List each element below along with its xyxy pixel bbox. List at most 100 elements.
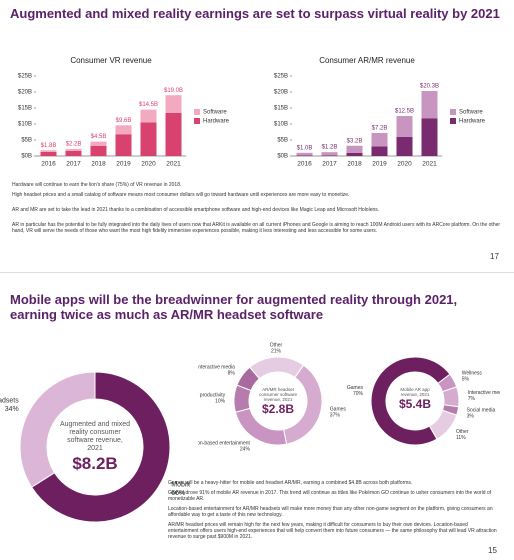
slice-label: Consumer productivity: [198, 392, 226, 398]
total-label: $4.5B: [91, 134, 107, 140]
bar-segment: [396, 116, 413, 137]
donut-slice: [30, 371, 171, 523]
y-tick-label: $10B: [18, 122, 32, 128]
x-tick-label: 2020: [141, 161, 156, 168]
x-tick-label: 2019: [116, 161, 131, 168]
chart-title: Consumer AR/MR revenue: [319, 56, 415, 65]
page-number: 15: [488, 546, 497, 555]
bar-segment: [40, 151, 57, 156]
slice-value: 3%: [467, 413, 475, 419]
total-label: $1.8B: [41, 143, 57, 149]
x-tick-label: 2020: [397, 161, 412, 168]
x-tick-label: 2021: [166, 161, 181, 168]
bar-segment: [90, 141, 107, 146]
bar-segment: [396, 136, 413, 156]
chart: Consumer AR/MR revenue $0B $5B $10B $15B $20B…: [262, 52, 506, 177]
slice-label: Games: [330, 407, 347, 413]
slice-label: Social media: [467, 407, 496, 413]
legend-label: Hardware: [203, 119, 230, 125]
chart-title: Consumer VR revenue: [70, 56, 152, 65]
bar-segment: [371, 146, 388, 156]
total-label: $12.5B: [395, 109, 414, 115]
center-title: Augmented and mixed reality consumer sof…: [59, 421, 131, 452]
slice-value: 5%: [462, 376, 470, 382]
y-tick-label: $25B: [274, 74, 288, 80]
y-tick-label: $10B: [274, 122, 288, 128]
bar-segment: [296, 155, 313, 156]
total-label: $7.2B: [372, 126, 388, 132]
slice-label: Games: [347, 385, 364, 391]
paragraph: Games drove 91% of mobile AR revenue in …: [168, 490, 492, 502]
slice-value: 34%: [5, 406, 19, 413]
slice-label: AR/MR headsets: [0, 398, 19, 405]
paragraph: AR/MR headset prices will remain high fo…: [168, 522, 497, 540]
paragraph: High headset prices and a small catalog …: [12, 192, 350, 198]
total-label: $2.2B: [66, 142, 82, 148]
x-tick-label: 2016: [297, 161, 312, 168]
x-tick-label: 2017: [322, 161, 337, 168]
x-tick-label: 2016: [41, 161, 56, 168]
y-tick-label: $0B: [277, 154, 288, 160]
slice-value: 11%: [456, 435, 466, 441]
paragraph: Games will be a heavy-hitter for mobile …: [168, 480, 413, 486]
legend-swatch: [194, 109, 200, 115]
center-value: $5.4B: [398, 397, 432, 411]
chart: Consumer VR revenue $0B $5B $10B $15B $20B $25…: [6, 52, 250, 177]
y-tick-label: $5B: [277, 138, 288, 144]
total-label: $9.6B: [116, 118, 132, 124]
y-tick-label: $5B: [21, 138, 32, 144]
paragraph: AR and MR are set to take the lead in 20…: [12, 207, 380, 213]
bar-segment: [371, 132, 388, 147]
y-tick-label: $25B: [18, 74, 32, 80]
slice-value: 10%: [215, 398, 226, 404]
x-tick-label: 2019: [372, 161, 387, 168]
bar-segment: [421, 118, 438, 156]
legend-label: Software: [203, 110, 227, 116]
bar-segment: [165, 112, 182, 156]
bar-segment: [65, 148, 82, 151]
slice-label: Other: [270, 342, 283, 348]
legend-label: Software: [459, 110, 483, 116]
slice-label: Interactive media: [468, 390, 500, 396]
bar-segment: [90, 145, 107, 156]
bar-segment: [346, 145, 363, 153]
slide: Mobile apps will be the breadwinner for …: [0, 284, 514, 560]
page-number: 17: [490, 252, 499, 261]
paragraph: Hardware will continue to earn the lion'…: [12, 182, 182, 188]
center-title: Mobile AR app revenue, 2021: [400, 387, 430, 397]
bar-segment: [296, 152, 313, 156]
donut-slice: [428, 409, 458, 440]
slice-label: Mobile AR: [171, 482, 190, 489]
bar-segment: [321, 155, 338, 156]
slice-value: 37%: [330, 413, 341, 419]
bar-segment: [346, 152, 363, 156]
x-tick-label: 2021: [422, 161, 437, 168]
bar-segment: [40, 150, 57, 152]
donut-slice: [249, 356, 305, 380]
legend-swatch: [450, 118, 456, 124]
bar-segment: [115, 125, 132, 135]
paragraph: Location-based entertainment for AR/MR h…: [168, 506, 493, 518]
paragraph: AR in particular has the potential to be…: [12, 222, 501, 234]
bar-segment: [115, 134, 132, 156]
total-label: $19.0B: [164, 88, 183, 94]
center-label: Mobile AR app revenue, 2021 $5.4B: [393, 387, 437, 412]
chart: Mobile AR66% AR/MR headsets34% Augmented a…: [0, 346, 203, 541]
total-label: $1.0B: [297, 145, 313, 151]
center-title: AR/MR headset consumer software revenue,…: [258, 387, 297, 402]
donut-slice: [19, 371, 96, 488]
y-tick-label: $20B: [18, 90, 32, 96]
chart-svg: Consumer VR revenue $0B $5B $10B $15B $20B $25…: [18, 56, 230, 168]
center-value: $8.2B: [72, 454, 118, 473]
donut-slice: [370, 356, 451, 446]
total-label: $3.2B: [347, 138, 363, 144]
slice-value: 21%: [271, 348, 282, 354]
legend-swatch: [450, 109, 456, 115]
x-tick-label: 2018: [347, 161, 362, 168]
slice-value: 66%: [171, 490, 185, 497]
slide-title: Mobile apps will be the breadwinner for …: [10, 292, 458, 322]
total-label: $1.2B: [322, 145, 338, 151]
